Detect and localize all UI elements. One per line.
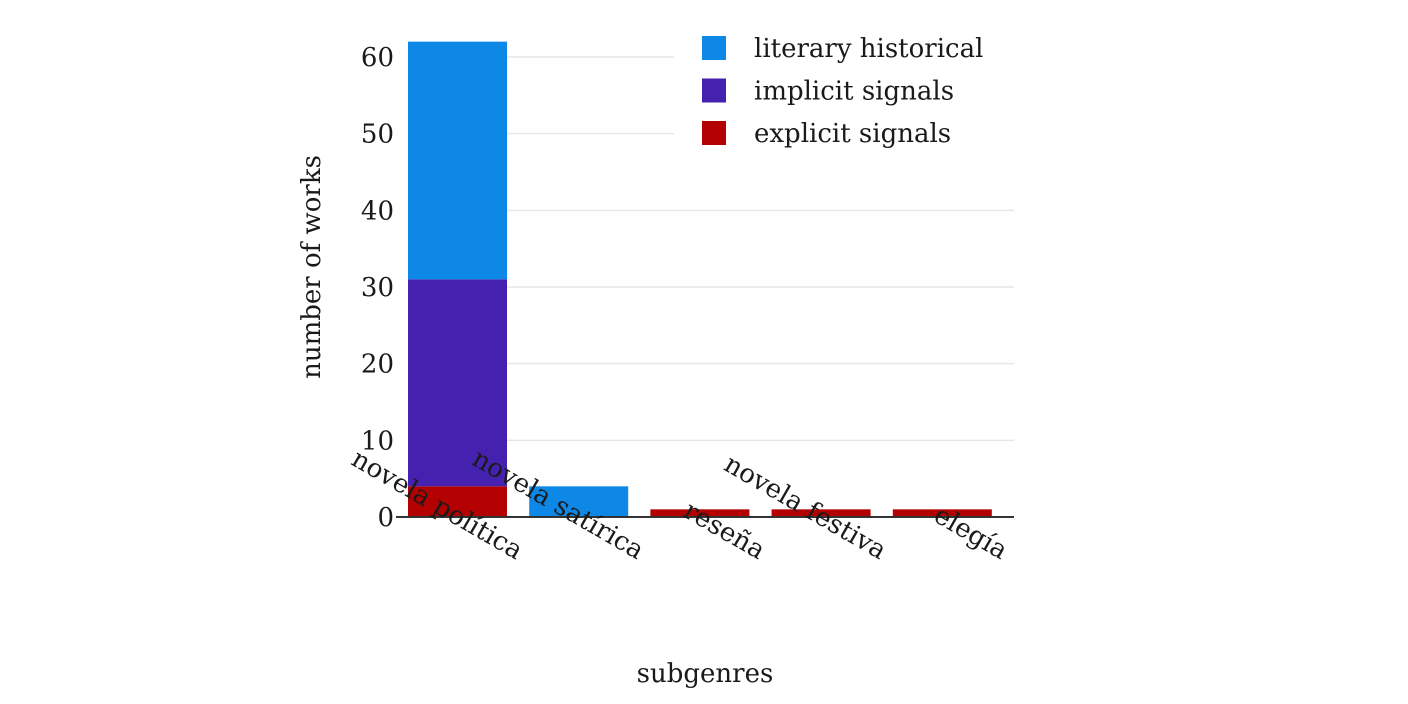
bar-segment-explicit-signals <box>650 509 750 517</box>
y-tick-label: 50 <box>361 120 394 150</box>
bars <box>408 41 992 517</box>
bar-segment-literary-historical <box>529 486 629 517</box>
y-tick-label: 60 <box>361 43 394 73</box>
bar-segment-literary-historical <box>408 41 507 280</box>
y-tick-labels: 0 10 20 30 40 50 60 <box>361 43 394 533</box>
bar-segment-implicit-signals <box>408 279 507 487</box>
legend-swatch <box>702 121 726 145</box>
y-tick-label: 10 <box>361 426 394 456</box>
legend-label: literary historical <box>754 34 983 64</box>
bar-segment-explicit-signals <box>771 509 871 517</box>
legend-label: implicit signals <box>754 77 954 107</box>
y-tick-label: 30 <box>361 273 394 303</box>
legend-label: explicit signals <box>754 119 951 149</box>
y-tick-label: 0 <box>377 503 394 533</box>
legend-swatch <box>702 36 726 60</box>
x-tick-label: reseña <box>678 496 770 566</box>
legend: literary historical implicit signals expli… <box>702 34 983 149</box>
bar-segment-explicit-signals <box>892 509 992 517</box>
y-tick-label: 40 <box>361 196 394 226</box>
x-axis-title: subgenres <box>637 659 774 689</box>
legend-swatch <box>702 78 726 103</box>
y-tick-label: 20 <box>361 350 394 380</box>
y-axis-title: number of works <box>297 155 327 379</box>
bar-segment-explicit-signals <box>408 486 507 517</box>
